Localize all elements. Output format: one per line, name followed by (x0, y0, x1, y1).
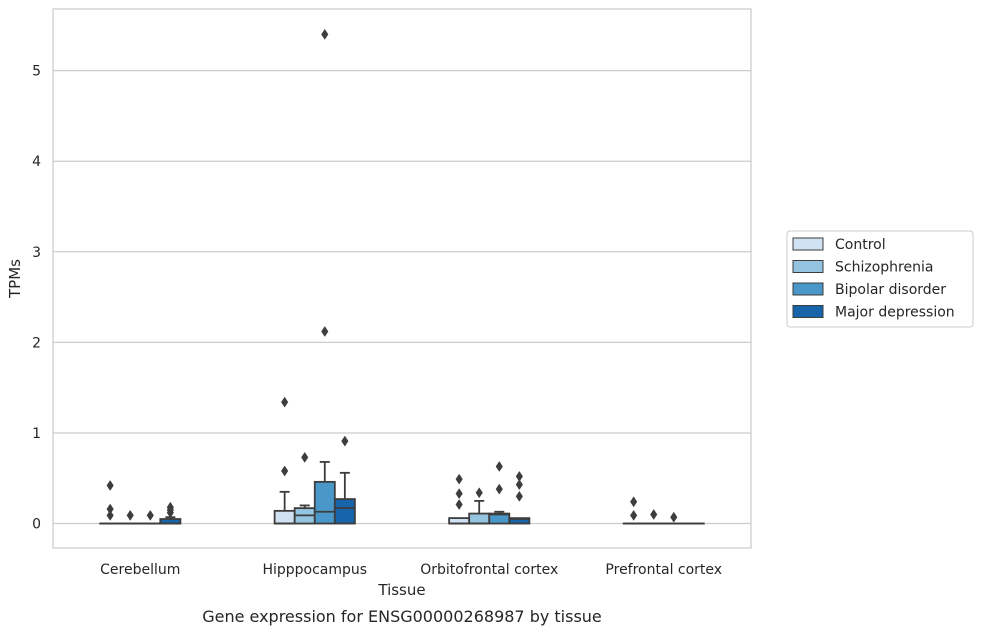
legend-label: Control (835, 237, 886, 253)
outlier-point (630, 496, 638, 508)
outliers (106, 28, 678, 523)
y-tick-label: 3 (32, 245, 41, 261)
outlier-point (281, 465, 289, 477)
outlier-point (321, 326, 329, 337)
y-tick-label: 0 (32, 517, 41, 533)
outlier-point (281, 396, 289, 408)
chart-caption: Gene expression for ENSG00000268987 by t… (202, 607, 602, 626)
legend-items: Control Schizophrenia Bipolar disorder Majo… (792, 237, 955, 321)
y-tick-label: 1 (32, 426, 41, 442)
box (468, 512, 491, 525)
outlier-point (650, 509, 658, 520)
outlier-point (495, 461, 503, 472)
y-axis-title: TPMs (6, 259, 24, 299)
box (508, 517, 531, 525)
outlier-point (455, 473, 463, 485)
outlier-point (515, 490, 523, 502)
legend-label: Bipolar disorder (835, 282, 946, 298)
plot-frame (52, 8, 752, 549)
outlier-point (106, 480, 114, 491)
legend-swatch (792, 237, 824, 251)
legend: Control Schizophrenia Bipolar disorder Majo… (786, 230, 974, 328)
outlier-point (670, 511, 678, 523)
outlier-point (455, 488, 463, 500)
x-tick-label: Orbitofrontal cortex (420, 562, 558, 578)
x-axis-ticks: Cerebellum Hipppocampus Orbitofrontal cort… (100, 562, 722, 578)
outlier-point (166, 507, 174, 519)
legend-frame (786, 230, 974, 328)
outlier-point (341, 435, 349, 447)
y-tick-label: 4 (32, 154, 41, 170)
outlier-point (475, 487, 483, 499)
y-tick-label: 2 (32, 335, 41, 351)
legend-label: Major depression (835, 305, 955, 321)
outlier-point (455, 499, 463, 510)
outlier-point (515, 479, 523, 491)
outlier-point (495, 483, 503, 495)
outlier-point (126, 509, 134, 521)
x-tick-label: Prefrontal cortex (605, 562, 722, 578)
box (313, 480, 336, 525)
outlier-point (630, 509, 638, 521)
legend-swatch (792, 260, 824, 273)
legend-swatch (792, 282, 824, 296)
y-tick-label: 5 (32, 64, 41, 80)
box (333, 498, 356, 525)
outlier-point (106, 509, 114, 521)
y-axis-ticks: 0 1 2 3 4 5 (32, 64, 41, 533)
x-axis-title: Tissue (377, 581, 425, 599)
outlier-point (321, 28, 329, 40)
legend-swatch (792, 305, 824, 318)
gridlines (53, 69, 751, 525)
legend-label: Schizophrenia (835, 260, 933, 276)
x-tick-label: Hipppocampus (262, 562, 367, 578)
outlier-point (301, 451, 309, 463)
box (273, 509, 296, 525)
outlier-point (146, 509, 154, 521)
x-tick-label: Cerebellum (100, 562, 180, 578)
boxes (99, 461, 705, 525)
